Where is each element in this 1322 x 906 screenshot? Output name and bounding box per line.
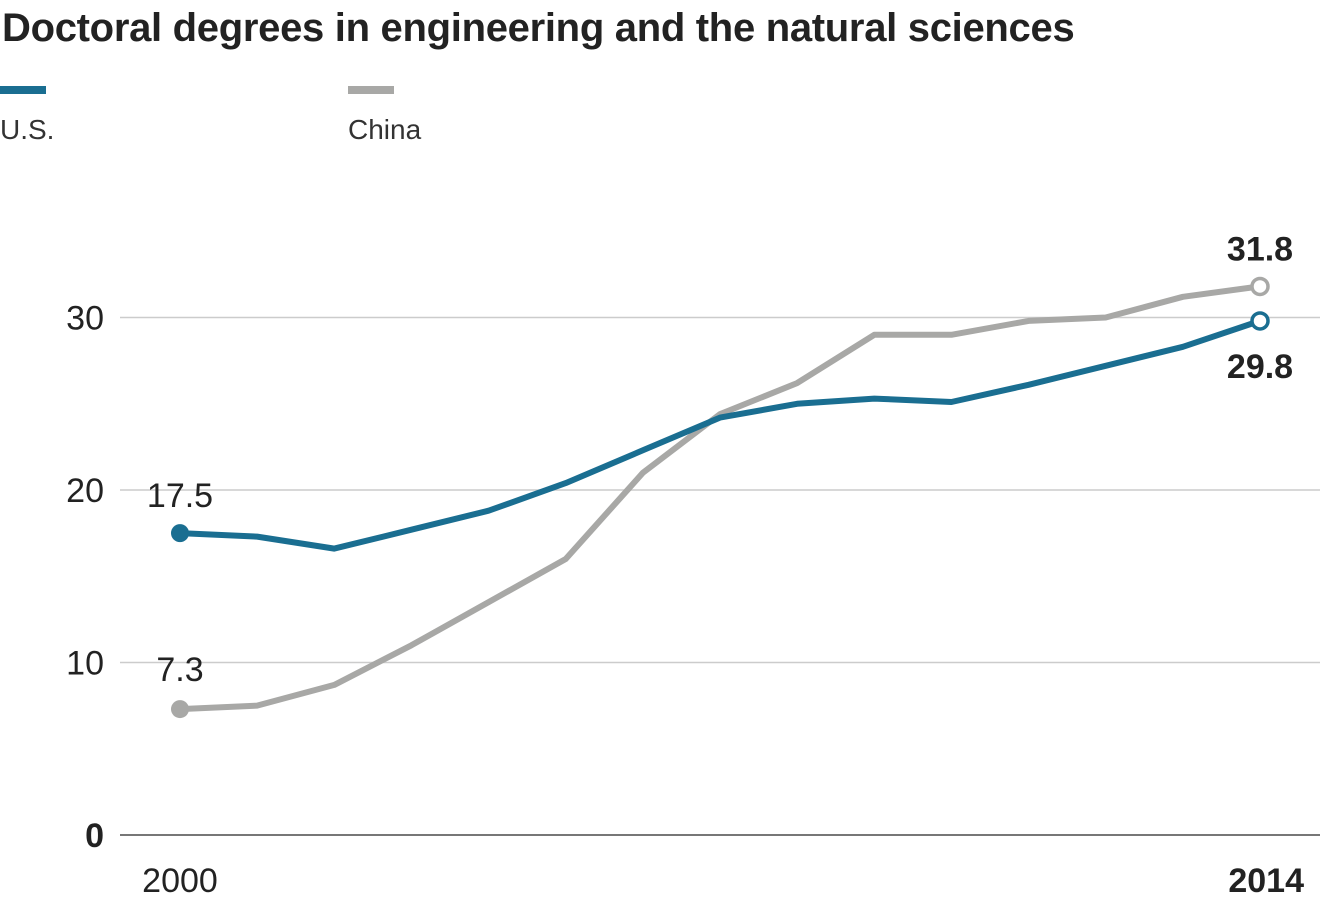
chart-title: Doctoral degrees in engineering and the …	[2, 6, 1075, 50]
series-line-china	[177, 283, 1263, 713]
data-label-us-start: 17.5	[147, 477, 213, 515]
y-tick-label-20: 20	[66, 472, 104, 510]
y-tick-label-30: 30	[66, 300, 104, 338]
legend-swatch-us	[0, 86, 46, 94]
legend-swatch-china	[348, 86, 394, 94]
start-point-china	[171, 700, 189, 719]
y-tick-label-10: 10	[66, 645, 104, 683]
end-point-china	[1250, 276, 1270, 297]
legend-item-us: U.S.	[0, 86, 54, 146]
legend-item-china: China	[348, 86, 421, 146]
x-tick-label-2000: 2000	[142, 862, 218, 900]
axes: 0 10 20 30 2000 2014	[66, 300, 1320, 900]
data-label-china-start: 7.3	[156, 651, 203, 689]
data-label-us-end: 29.8	[1227, 348, 1293, 386]
data-labels: 17.5 7.3 29.8 31.8	[147, 230, 1293, 689]
end-point-us	[1250, 311, 1270, 331]
x-tick-label-2014: 2014	[1228, 862, 1304, 900]
start-point-us	[171, 524, 189, 543]
gridlines	[120, 316, 1320, 664]
legend-label-us: U.S.	[0, 114, 55, 145]
data-label-china-end: 31.8	[1227, 230, 1293, 268]
legend-label-china: China	[348, 114, 422, 145]
series-line-us	[177, 317, 1263, 552]
y-tick-label-0: 0	[85, 817, 104, 855]
series	[171, 276, 1270, 719]
